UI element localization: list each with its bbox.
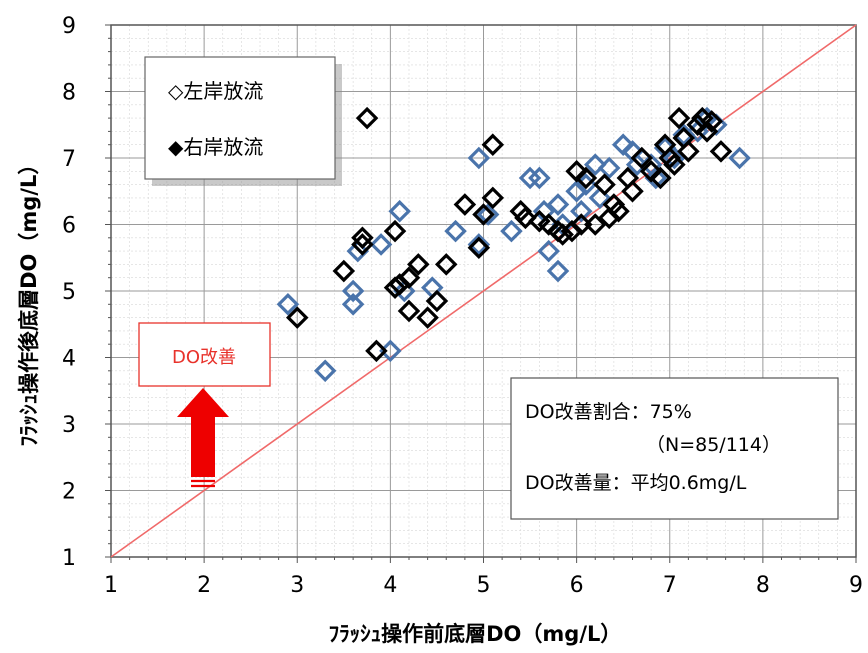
- data-point: [565, 160, 588, 183]
- data-point: [351, 226, 374, 250]
- y-tick-label: 9: [62, 14, 76, 39]
- data-point: [677, 140, 700, 163]
- data-point: [365, 339, 388, 363]
- data-point: [397, 266, 421, 289]
- data-point: [285, 306, 309, 329]
- data-point: [663, 153, 686, 176]
- data-point: [355, 106, 379, 130]
- improvement-ratio: DO改善割合：75%: [525, 401, 692, 423]
- y-tick-labels: 1 2 3 4 5 6 7 8 9: [62, 14, 76, 571]
- data-point: [332, 259, 356, 283]
- data-point: [546, 193, 570, 216]
- y-axis-title: ﾌﾗｯｼｭ操作後底層DO（mg/L）: [17, 154, 41, 447]
- data-point: [597, 156, 621, 180]
- y-tick-label: 8: [62, 81, 76, 106]
- data-point: [537, 239, 560, 263]
- y-tick-label: 4: [62, 347, 76, 372]
- x-tick-label: 5: [477, 573, 491, 598]
- data-point: [467, 236, 491, 260]
- data-point: [611, 133, 635, 156]
- sample-count: （N=85/114）: [646, 434, 781, 456]
- x-tick-label: 9: [849, 573, 863, 598]
- data-point: [472, 203, 495, 226]
- improvement-annotation: DO改善: [138, 322, 271, 488]
- data-point: [593, 173, 616, 196]
- data-point: [467, 233, 491, 256]
- x-tick-label: 3: [290, 573, 304, 598]
- data-point: [341, 279, 365, 303]
- data-point: [537, 213, 560, 236]
- x-tick-label: 2: [197, 573, 211, 598]
- data-point: [383, 219, 407, 243]
- tick-marks: [105, 24, 857, 563]
- data-point: [574, 166, 598, 190]
- data-point: [583, 153, 607, 176]
- data-point: [313, 359, 337, 383]
- data-point: [397, 299, 421, 323]
- x-tick-label: 8: [756, 573, 770, 598]
- data-point: [528, 166, 551, 190]
- one-to-one-reference-line: [110, 24, 857, 558]
- improvement-amount: DO改善量：平均0.6mg/L: [525, 472, 747, 494]
- data-point: [434, 253, 458, 276]
- x-tick-label: 1: [104, 573, 118, 598]
- data-point: [663, 146, 686, 170]
- data-point: [518, 166, 542, 190]
- data-point: [607, 199, 630, 223]
- data-point: [453, 193, 477, 216]
- x-tick-label: 7: [663, 573, 677, 598]
- stats-box: DO改善割合：75% （N=85/114） DO改善量：平均0.6mg/L: [510, 377, 839, 520]
- x-tick-label: 4: [383, 573, 397, 598]
- data-point: [425, 289, 449, 313]
- data-point: [649, 166, 672, 190]
- data-point: [700, 110, 723, 133]
- up-arrow-icon: [177, 388, 229, 488]
- data-point: [514, 206, 537, 230]
- data-point: [341, 293, 365, 316]
- y-tick-label: 3: [62, 413, 76, 438]
- x-tick-label: 6: [570, 573, 584, 598]
- data-point: [551, 223, 574, 246]
- data-point: [481, 186, 505, 210]
- data-point: [346, 239, 370, 263]
- data-point: [481, 133, 505, 156]
- improvement-label: DO改善: [172, 347, 236, 368]
- data-point: [388, 199, 411, 223]
- data-point: [444, 219, 467, 243]
- y-tick-label: 1: [62, 546, 76, 571]
- legend: ◇左岸放流 ◆右岸放流: [144, 56, 342, 186]
- data-point: [393, 279, 416, 303]
- y-tick-label: 6: [62, 214, 76, 239]
- data-point: [644, 166, 668, 190]
- legend-right-bank: ◆右岸放流: [168, 135, 263, 159]
- data-point: [570, 199, 593, 223]
- data-points: [276, 106, 751, 383]
- data-point: [639, 160, 663, 183]
- data-point: [476, 203, 500, 226]
- legend-left-bank: ◇左岸放流: [168, 79, 263, 103]
- data-point: [546, 259, 570, 283]
- x-tick-labels: 1 2 3 4 5 6 7 8 9: [104, 573, 863, 598]
- data-point: [709, 140, 733, 163]
- y-tick-label: 5: [62, 280, 76, 305]
- y-tick-label: 7: [62, 147, 76, 172]
- data-point: [621, 179, 644, 203]
- x-axis-title: ﾌﾗｯｼｭ操作前底層DO（mg/L）: [329, 622, 622, 646]
- data-point: [728, 146, 751, 170]
- data-point: [276, 293, 300, 316]
- y-tick-label: 2: [62, 480, 76, 505]
- data-point: [369, 233, 393, 256]
- data-point: [407, 253, 430, 276]
- data-point: [500, 219, 523, 243]
- data-point: [588, 186, 612, 210]
- data-point: [467, 146, 491, 170]
- data-point: [583, 213, 607, 236]
- data-point: [667, 106, 691, 130]
- data-point: [416, 306, 439, 329]
- data-point: [630, 146, 654, 170]
- data-point: [351, 233, 374, 256]
